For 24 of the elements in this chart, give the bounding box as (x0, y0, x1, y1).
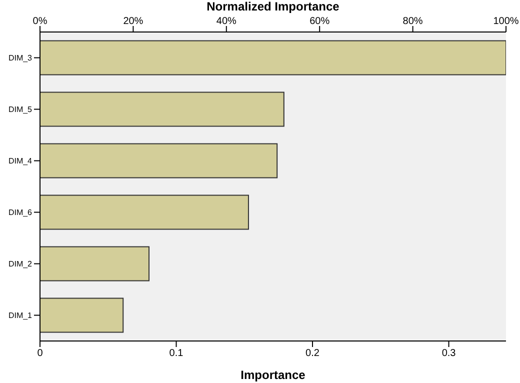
bar (40, 92, 284, 127)
bar (40, 246, 150, 282)
x2-tick-label: 80% (402, 16, 423, 27)
x2-tick-label: 0% (32, 16, 48, 27)
x2-axis-title: Normalized Importance (206, 0, 340, 14)
x-tick-label: 0.1 (169, 348, 184, 360)
bar (40, 194, 249, 230)
y-tick-label: DIM_6 (8, 208, 33, 218)
x2-tick-label: 40% (216, 16, 237, 27)
y-tick-label: DIM_2 (8, 260, 33, 269)
x-axis-title: Importance (240, 368, 306, 382)
x-tick-label: 0.2 (306, 348, 320, 360)
x-tick-label: 0 (37, 348, 44, 360)
x2-tick-label: 100% (493, 16, 519, 27)
x-tick-label: 0.3 (442, 348, 456, 360)
bar (40, 40, 506, 76)
x2-tick-label: 60% (310, 16, 330, 27)
y-tick-label: DIM_1 (8, 311, 33, 320)
bar (40, 298, 124, 333)
y-tick-label: DIM_4 (8, 156, 33, 166)
x2-tick-label: 20% (123, 16, 144, 27)
bar (40, 143, 278, 178)
y-tick-label: DIM_3 (8, 54, 33, 63)
y-tick-label: DIM_5 (8, 105, 33, 114)
